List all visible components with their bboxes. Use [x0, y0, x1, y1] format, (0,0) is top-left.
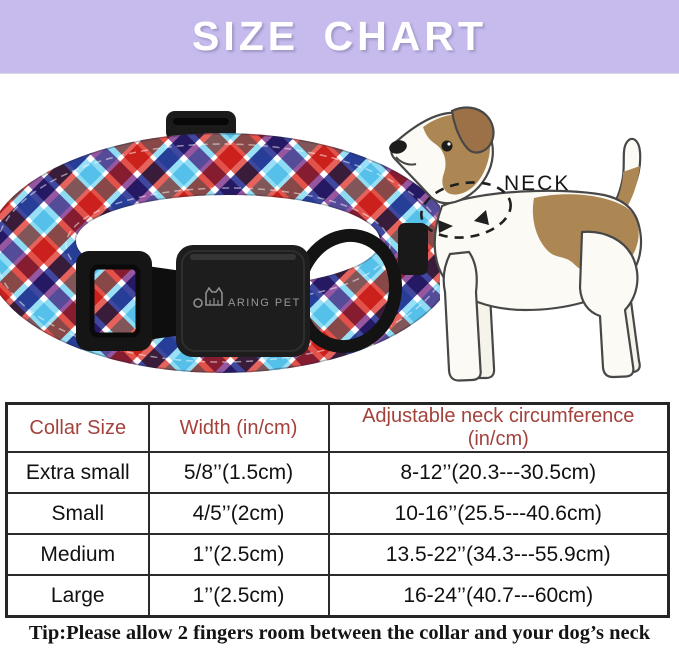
- table-row: Large 1’’(2.5cm) 16-24’’(40.7---60cm): [5, 574, 670, 618]
- cell-circumference: 13.5-22’’(34.3---55.9cm): [327, 533, 670, 576]
- cell-circumference: 8-12’’(20.3---30.5cm): [327, 451, 670, 494]
- neck-measure-ellipse: [420, 181, 512, 239]
- dog-neck-diagram: NECK: [389, 106, 643, 382]
- brand-engraving: ARING PET: [228, 297, 301, 309]
- cell-size: Large: [5, 574, 150, 618]
- col-header-width: Width (in/cm): [147, 402, 330, 453]
- collar-buckle: ARING PET: [76, 245, 310, 357]
- dog-near-hind-leg: [578, 230, 639, 379]
- page-title: SIZE CHART: [192, 13, 487, 59]
- cell-circumference: 10-16’’(25.5---40.6cm): [327, 492, 670, 535]
- table-row: Extra small 5/8’’(1.5cm) 8-12’’(20.3---3…: [5, 451, 670, 494]
- cell-width: 4/5’’(2cm): [147, 492, 330, 535]
- size-table: Collar Size Width (in/cm) Adjustable nec…: [5, 402, 670, 618]
- dog-ear: [450, 106, 495, 154]
- col-header-neck-circumference: Adjustable neck circumference (in/cm): [327, 402, 670, 453]
- table-row: Small 4/5’’(2cm) 10-16’’(25.5---40.6cm): [5, 492, 670, 535]
- banner: SIZE CHART: [0, 0, 679, 74]
- dog-near-front-leg: [442, 250, 482, 382]
- dog-mouth: [395, 156, 417, 166]
- col-header-collar-size: Collar Size: [5, 402, 150, 453]
- cell-width: 5/8’’(1.5cm): [147, 451, 330, 494]
- cell-circumference: 16-24’’(40.7---60cm): [327, 574, 670, 618]
- table-row: Medium 1’’(2.5cm) 13.5-22’’(34.3---55.9c…: [5, 533, 670, 576]
- collar-photo: ARING PET: [0, 111, 440, 373]
- dog-eye: [441, 140, 453, 152]
- neck-label: NECK: [504, 172, 570, 195]
- cell-width: 1’’(2.5cm): [147, 574, 330, 618]
- tip-text: Tip:Please allow 2 fingers room between …: [28, 622, 651, 644]
- dog-eye-glint: [447, 142, 451, 146]
- cell-size: Extra small: [5, 451, 150, 494]
- collar-strap-end-tab: [398, 223, 428, 275]
- cell-width: 1’’(2.5cm): [147, 533, 330, 576]
- dog-nose: [389, 140, 407, 154]
- arrow-down-left-icon: [474, 210, 489, 225]
- cat-logo-icon: [193, 286, 223, 308]
- table-header-row: Collar Size Width (in/cm) Adjustable nec…: [5, 402, 670, 453]
- cell-size: Medium: [5, 533, 150, 576]
- arrow-right-icon: [438, 220, 453, 233]
- cell-size: Small: [5, 492, 150, 535]
